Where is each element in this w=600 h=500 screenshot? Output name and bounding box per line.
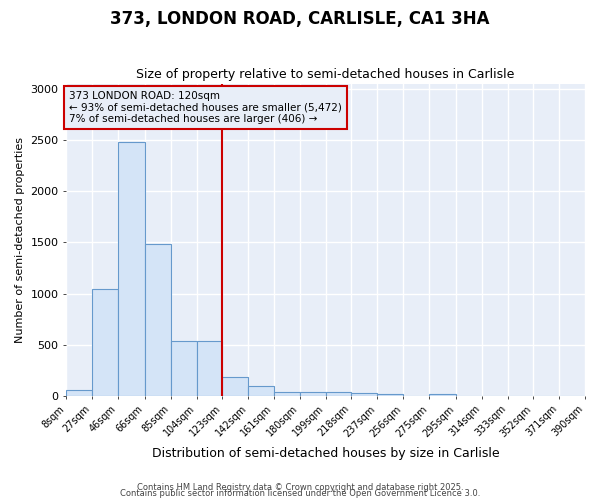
Text: 373 LONDON ROAD: 120sqm
← 93% of semi-detached houses are smaller (5,472)
7% of : 373 LONDON ROAD: 120sqm ← 93% of semi-de… [69,90,342,124]
Bar [145,244,171,396]
Bar [171,340,197,396]
Bar [429,394,456,396]
Bar [377,394,403,396]
Text: Contains public sector information licensed under the Open Government Licence 3.: Contains public sector information licen… [120,489,480,498]
Bar [326,392,352,396]
Bar [197,340,223,396]
Y-axis label: Number of semi-detached properties: Number of semi-detached properties [15,137,25,343]
Bar [274,392,300,396]
Bar [352,394,377,396]
Bar [300,392,326,396]
Title: Size of property relative to semi-detached houses in Carlisle: Size of property relative to semi-detach… [136,68,515,81]
Text: 373, LONDON ROAD, CARLISLE, CA1 3HA: 373, LONDON ROAD, CARLISLE, CA1 3HA [110,10,490,28]
Bar [248,386,274,396]
Bar [92,290,118,396]
Bar [67,390,92,396]
Text: Contains HM Land Registry data © Crown copyright and database right 2025.: Contains HM Land Registry data © Crown c… [137,483,463,492]
Bar [118,142,145,396]
X-axis label: Distribution of semi-detached houses by size in Carlisle: Distribution of semi-detached houses by … [152,447,499,460]
Bar [223,377,248,396]
